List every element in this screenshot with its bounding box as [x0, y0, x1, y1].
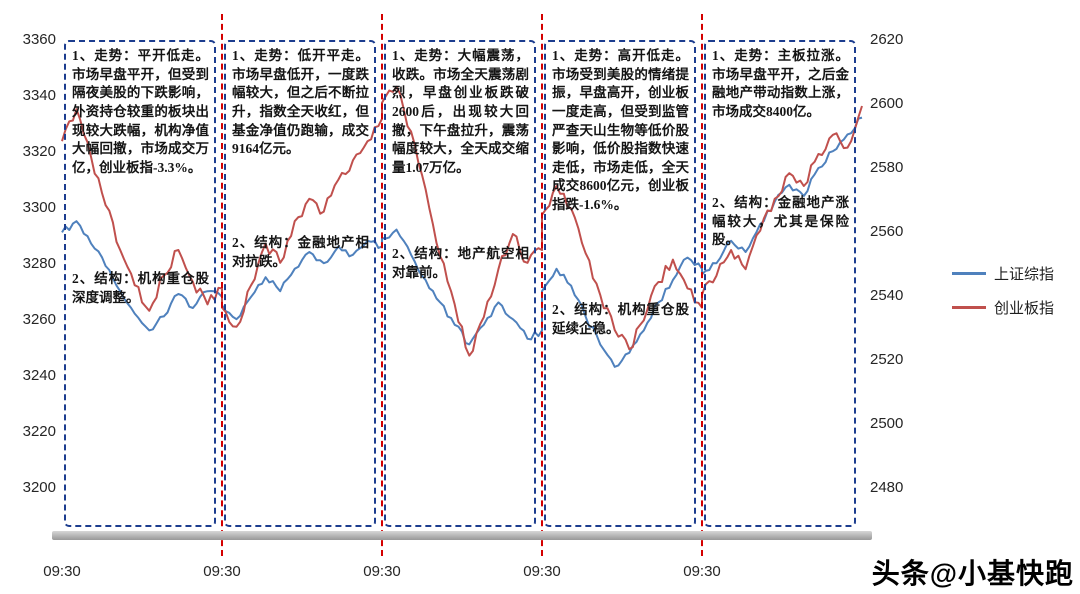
- x-axis-label: 09:30: [683, 563, 721, 580]
- x-axis-label: 09:30: [523, 563, 561, 580]
- y-axis-tick-label: 3300: [22, 199, 56, 216]
- y-axis-tick-label: 2540: [870, 287, 904, 304]
- y-axis-tick-label: 2520: [870, 351, 904, 368]
- x-axis-label: 09:30: [203, 563, 241, 580]
- structure-annotation: 2、结构：机构重仓股延续企稳。: [552, 302, 689, 336]
- structure-annotation: 2、结构：金融地产相对抗跌。: [232, 235, 369, 269]
- y-axis-tick-label: 3240: [22, 367, 56, 384]
- day-divider-line: [221, 14, 223, 556]
- y-axis-tick-label: 2580: [870, 159, 904, 176]
- day-annotation-box: 1、走势：低开平走。市场早盘低开，一度跌幅较大，但之后不断拉升，指数全天收红，但…: [224, 40, 376, 527]
- trend-annotation: 1、走势：低开平走。市场早盘低开，一度跌幅较大，但之后不断拉升，指数全天收红，但…: [232, 48, 369, 157]
- day-annotation-box: 1、走势：平开低走。市场早盘平开，但受到隔夜美股的下跌影响，外资持仓较重的板块出…: [64, 40, 216, 527]
- x-axis-label: 09:30: [43, 563, 81, 580]
- chinext-index-line: [61, 85, 863, 357]
- legend-line-swatch: [952, 305, 986, 309]
- x-axis-base-bar: [52, 531, 872, 540]
- y-axis-tick-label: 2500: [870, 415, 904, 432]
- structure-annotation: 2、结构：地产航空相对靠前。: [392, 246, 529, 280]
- legend-label: 创业板指: [994, 300, 1055, 317]
- y-axis-tick-label: 3360: [22, 31, 56, 48]
- y-axis-tick-label: 3340: [22, 87, 56, 104]
- legend-item: 创业板指: [952, 296, 1054, 318]
- structure-annotation: 2、结构：金融地产涨幅较大，尤其是保险股。: [712, 195, 849, 248]
- trend-annotation: 1、走势：平开低走。市场早盘平开，但受到隔夜美股的下跌影响，外资持仓较重的板块出…: [72, 48, 209, 175]
- legend-line-swatch: [952, 271, 986, 275]
- watermark: 头条@小基快跑: [871, 558, 1074, 589]
- day-annotation-box: 1、走势：大幅震荡，收跌。市场全天震荡剧烈，早盘创业板跌破2600后，出现较大回…: [384, 40, 536, 527]
- legend-label: 上证综指: [994, 266, 1055, 283]
- line-chart-svg: [61, 85, 863, 368]
- day-divider-line: [541, 14, 543, 556]
- day-annotation-box: 1、走势：高开低走。市场受到美股的情绪提振，早盘高开，创业板一度走高，但受到监管…: [544, 40, 696, 527]
- trend-annotation: 1、走势：高开低走。市场受到美股的情绪提振，早盘高开，创业板一度走高，但受到监管…: [552, 48, 689, 212]
- y-axis-tick-label: 3280: [22, 255, 56, 272]
- y-axis-tick-label: 2560: [870, 223, 904, 240]
- trend-annotation: 1、走势：主板拉涨。市场早盘平开，之后金融地产带动指数上涨，市场成交8400亿。: [712, 48, 849, 119]
- y-axis-tick-label: 2480: [870, 479, 904, 496]
- y-axis-tick-label: 2600: [870, 95, 904, 112]
- y-axis-tick-label: 3200: [22, 479, 56, 496]
- x-axis-label: 09:30: [363, 563, 401, 580]
- day-divider-line: [381, 14, 383, 556]
- y-axis-tick-label: 2620: [870, 31, 904, 48]
- y-axis-tick-label: 3220: [22, 423, 56, 440]
- plot-area: 1、走势：平开低走。市场早盘平开，但受到隔夜美股的下跌影响，外资持仓较重的板块出…: [61, 40, 863, 537]
- legend-item: 上证综指: [952, 262, 1054, 284]
- legend: 上证综指 创业板指: [952, 262, 1054, 318]
- day-annotation-box: 1、走势：主板拉涨。市场早盘平开，之后金融地产带动指数上涨，市场成交8400亿。…: [704, 40, 856, 527]
- day-divider-line: [701, 14, 703, 556]
- y-axis-tick-label: 3320: [22, 143, 56, 160]
- structure-annotation: 2、结构：机构重仓股深度调整。: [72, 271, 209, 305]
- y-axis-tick-label: 3260: [22, 311, 56, 328]
- trend-annotation: 1、走势：大幅震荡，收跌。市场全天震荡剧烈，早盘创业板跌破2600后，出现较大回…: [392, 48, 529, 175]
